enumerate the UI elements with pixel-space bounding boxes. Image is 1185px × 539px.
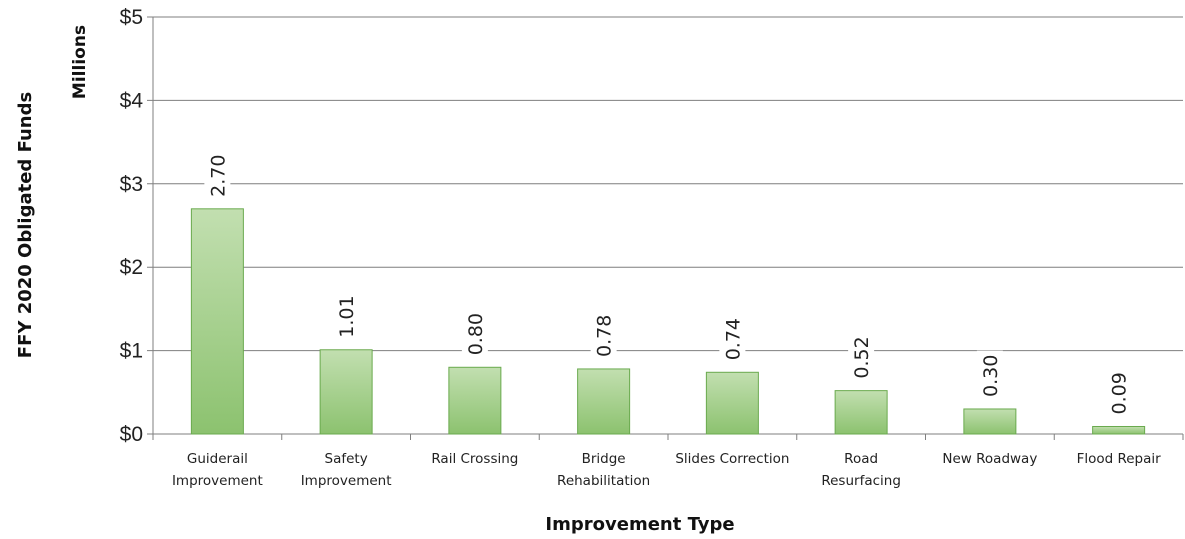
data-label-background bbox=[590, 310, 617, 361]
data-label-group: 0.30 bbox=[976, 350, 1003, 401]
data-labels: 2.70 1.01 0.80 0.78 0.74 0.52 0.30 0.09 bbox=[204, 150, 1132, 419]
data-label-group: 0.78 bbox=[590, 310, 617, 361]
bar bbox=[190, 208, 244, 435]
x-tick-label: Road bbox=[844, 451, 878, 467]
x-tick-label: Safety bbox=[325, 451, 368, 467]
y-tick-label: $2 bbox=[120, 256, 143, 279]
data-label-group: 0.09 bbox=[1105, 368, 1132, 419]
data-label: 0.52 bbox=[851, 336, 873, 378]
x-tick-label: Improvement bbox=[301, 473, 392, 489]
y-tick-label: $4 bbox=[120, 89, 144, 112]
data-label: 0.78 bbox=[594, 315, 616, 357]
x-tick-label: Improvement bbox=[172, 473, 263, 489]
x-tick-label: Slides Correction bbox=[675, 451, 789, 467]
data-label-background bbox=[333, 291, 360, 342]
data-label-group: 0.74 bbox=[719, 313, 746, 365]
x-tick-label: New Roadway bbox=[942, 451, 1037, 467]
data-label-background bbox=[1105, 368, 1132, 419]
x-tick-label: Rail Crossing bbox=[431, 451, 518, 467]
data-label-background bbox=[204, 150, 231, 201]
x-axis-title: Improvement Type bbox=[545, 514, 734, 535]
y-tick-label: $5 bbox=[120, 6, 143, 29]
data-label: 1.01 bbox=[336, 295, 358, 337]
bar bbox=[448, 366, 502, 435]
x-tick-label: Resurfacing bbox=[821, 473, 901, 489]
data-label: 0.30 bbox=[980, 355, 1002, 397]
bar bbox=[963, 408, 1017, 435]
bars bbox=[190, 208, 1146, 435]
gridlines bbox=[147, 16, 1184, 440]
x-tick-label: Guiderail bbox=[187, 451, 248, 467]
data-label: 0.80 bbox=[465, 313, 487, 355]
bar bbox=[705, 371, 759, 435]
bar bbox=[1092, 425, 1146, 435]
data-label-group: 0.80 bbox=[461, 308, 488, 360]
y-tick-label: $1 bbox=[120, 340, 143, 363]
data-label-background bbox=[848, 332, 875, 383]
x-tick-label: Flood Repair bbox=[1077, 451, 1162, 467]
bar bbox=[834, 390, 888, 435]
data-label: 2.70 bbox=[207, 155, 229, 197]
y-tick-label: $3 bbox=[120, 173, 143, 196]
y-axis-units: Millions bbox=[70, 25, 90, 99]
y-axis-title: FFY 2020 Obligated Funds bbox=[15, 92, 36, 358]
data-label: 0.09 bbox=[1109, 372, 1131, 414]
data-label-group: 0.52 bbox=[848, 332, 875, 383]
y-tick-label: $0 bbox=[120, 423, 143, 446]
bar bbox=[319, 349, 373, 435]
data-label-background bbox=[976, 350, 1003, 401]
data-label: 0.74 bbox=[722, 318, 744, 360]
data-label-background bbox=[719, 313, 746, 365]
y-axis-ticks: $0 $1 $2 $3 $4 $5 bbox=[120, 6, 144, 446]
x-tick-label: Rehabilitation bbox=[557, 473, 650, 489]
x-tick-label: Bridge bbox=[582, 451, 626, 467]
data-label-group: 1.01 bbox=[333, 291, 360, 342]
bar bbox=[577, 368, 631, 435]
data-label-group: 2.70 bbox=[204, 150, 231, 201]
data-label-background bbox=[461, 308, 488, 360]
x-axis-categories: Guiderail Improvement Safety Improvement Rai… bbox=[172, 451, 1161, 489]
